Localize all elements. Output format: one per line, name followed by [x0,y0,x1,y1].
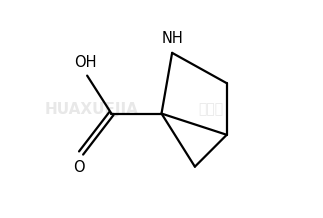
Text: O: O [73,160,84,175]
Text: 化学加: 化学加 [198,102,223,116]
Text: OH: OH [74,55,97,70]
Text: HUAXUEJIA: HUAXUEJIA [45,102,139,116]
Text: NH: NH [161,31,183,46]
